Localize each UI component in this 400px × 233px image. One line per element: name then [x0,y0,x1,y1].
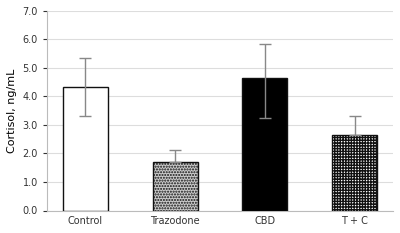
Y-axis label: Cortisol, ng/mL: Cortisol, ng/mL [7,69,17,153]
Bar [63,87,108,210]
Bar [152,162,198,210]
Bar [332,135,377,210]
Bar [242,78,288,210]
